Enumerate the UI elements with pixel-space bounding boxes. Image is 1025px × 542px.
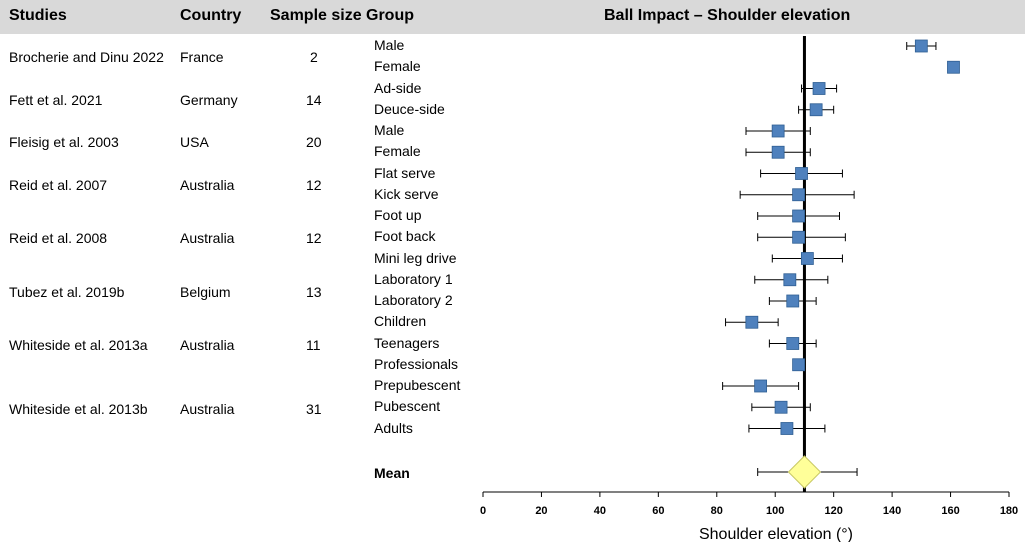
x-tick-label: 100 xyxy=(766,505,784,517)
group-marker xyxy=(812,82,826,95)
study-sample-size: 2 xyxy=(310,49,318,65)
group-marker xyxy=(783,273,797,287)
study-country: Germany xyxy=(180,92,238,108)
markers xyxy=(745,39,960,435)
group-label: Pubescent xyxy=(374,398,441,415)
study-name: Reid et al. 2008 xyxy=(9,230,108,246)
country-column-header: Country xyxy=(180,7,242,24)
group-marker xyxy=(786,294,800,308)
group-marker xyxy=(792,188,805,202)
study-sample-size: 20 xyxy=(306,134,322,150)
group-label: Female xyxy=(374,58,421,75)
group-label: Foot up xyxy=(374,207,422,223)
x-tick-label: 140 xyxy=(883,505,901,517)
x-tick-label: 80 xyxy=(711,505,723,517)
group-label: Children xyxy=(374,313,427,330)
group-marker xyxy=(745,315,759,329)
group-label: Prepubescent xyxy=(374,377,461,393)
study-name: Whiteside et al. 2013a xyxy=(9,337,148,353)
chart-title: Ball Impact – Shoulder elevation xyxy=(604,7,851,24)
pooled-mean-diamond xyxy=(787,455,822,489)
study-name: Whiteside et al. 2013b xyxy=(9,401,148,417)
group-label: Laboratory 1 xyxy=(374,270,453,287)
group-marker xyxy=(809,103,823,117)
group-marker xyxy=(792,358,805,372)
group-marker xyxy=(786,337,800,350)
x-tick-label: 40 xyxy=(594,505,606,517)
study-sample-size: 12 xyxy=(306,230,322,246)
study-name: Fett et al. 2021 xyxy=(9,92,103,108)
group-label: Professionals xyxy=(374,355,459,372)
group-label: Laboratory 2 xyxy=(374,292,453,308)
x-tick-label: 160 xyxy=(941,505,959,517)
group-label: Adults xyxy=(374,419,413,436)
study-country: Belgium xyxy=(180,284,231,300)
error-bars xyxy=(722,42,937,476)
group-marker xyxy=(914,39,928,53)
x-axis: 0 20 40 60 80 100 120 140 160 180 xyxy=(480,491,1018,517)
group-label: Female xyxy=(374,143,421,160)
group-marker xyxy=(771,145,785,159)
pooled-label: Mean xyxy=(374,465,410,481)
group-label: Ad-side xyxy=(374,79,422,96)
group-marker xyxy=(795,167,808,180)
group-label: Foot back xyxy=(374,228,436,245)
study-sample-size: 14 xyxy=(306,92,322,108)
study-name: Reid et al. 2007 xyxy=(9,177,108,193)
group-label: Kick serve xyxy=(374,185,439,202)
group-label: Male xyxy=(374,122,405,138)
study-sample-size: 31 xyxy=(306,401,322,417)
group-label: Teenagers xyxy=(374,334,440,351)
study-country: Australia xyxy=(180,230,235,246)
sample-size-column-header: Sample size xyxy=(270,7,362,24)
study-country: France xyxy=(180,49,224,65)
group-label: Deuce-side xyxy=(374,100,445,117)
study-sample-size: 12 xyxy=(306,177,322,193)
group-marker xyxy=(771,124,785,138)
x-tick-label: 60 xyxy=(652,505,664,517)
group-column-header: Group xyxy=(366,7,414,24)
study-name: Tubez et al. 2019b xyxy=(9,284,125,300)
x-tick-label: 0 xyxy=(480,505,486,517)
group-marker xyxy=(947,60,960,74)
group-marker xyxy=(754,379,768,393)
group-marker xyxy=(780,422,794,435)
study-name: Brocherie and Dinu 2022 xyxy=(9,49,164,65)
x-tick-label: 120 xyxy=(824,505,842,517)
x-axis-label: Shoulder elevation (°) xyxy=(699,526,853,542)
studies-column-header: Studies xyxy=(9,7,67,24)
group-label: Male xyxy=(374,37,405,53)
group-label: Mini leg drive xyxy=(374,249,457,266)
study-country: Australia xyxy=(180,177,235,193)
study-country: USA xyxy=(180,134,209,150)
group-marker xyxy=(800,252,814,265)
group-label: Flat serve xyxy=(374,164,436,181)
header-bar xyxy=(0,0,1025,34)
study-name: Fleisig et al. 2003 xyxy=(9,134,119,150)
study-country: Australia xyxy=(180,337,235,353)
study-country: Australia xyxy=(180,401,235,417)
study-sample-size: 11 xyxy=(306,337,321,353)
group-marker xyxy=(792,209,805,223)
study-sample-size: 13 xyxy=(306,284,322,300)
group-marker xyxy=(792,230,805,244)
x-tick-label: 180 xyxy=(1000,505,1018,517)
x-tick-label: 20 xyxy=(535,505,547,517)
group-marker xyxy=(774,400,788,414)
